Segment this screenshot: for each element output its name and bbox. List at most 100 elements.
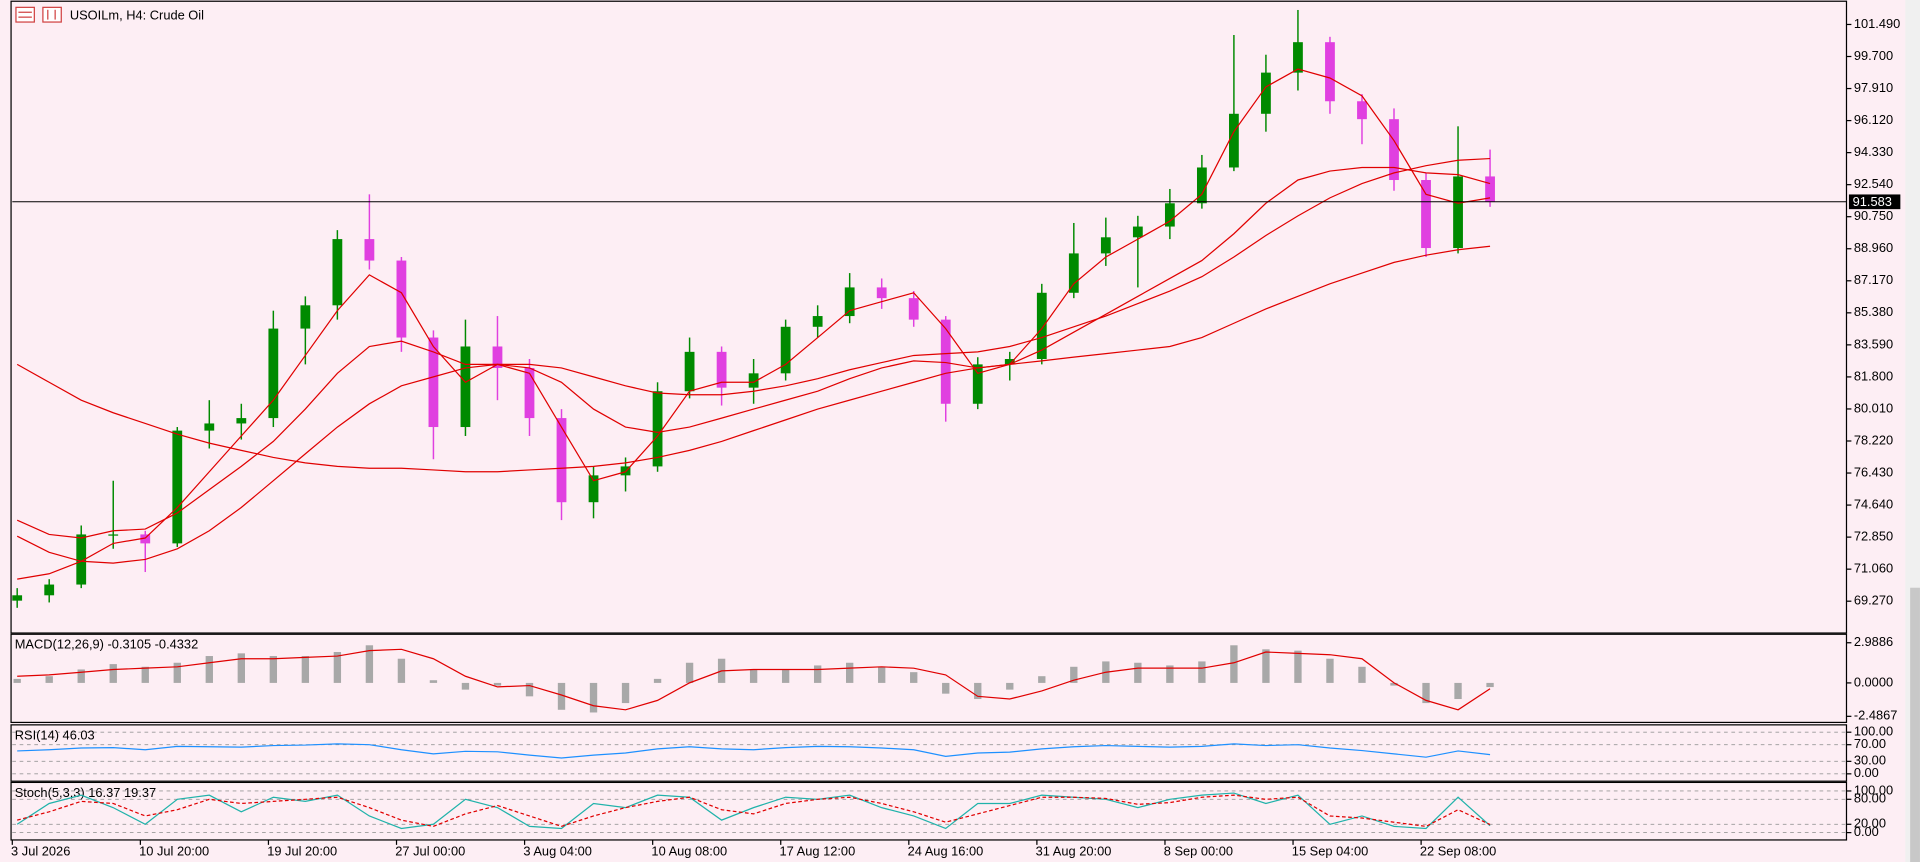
macd-bar <box>269 656 278 683</box>
candle-body <box>1389 119 1399 181</box>
x-tick-label: 17 Aug 12:00 <box>780 844 856 859</box>
x-tick-label: 10 Aug 08:00 <box>651 844 727 859</box>
candle-body <box>652 391 663 467</box>
macd-bar <box>1070 666 1078 683</box>
x-tick-label: 22 Sep 08:00 <box>1420 844 1496 859</box>
moving-average <box>16 157 1491 564</box>
macd-bar <box>589 682 598 713</box>
y-tick-label: 20.00 <box>1854 816 1886 831</box>
macd-frame <box>10 633 1848 724</box>
candle-body <box>76 534 87 585</box>
candle-body <box>364 239 375 261</box>
x-tick-label: 31 Aug 20:00 <box>1036 844 1112 859</box>
moving-average <box>16 245 1491 473</box>
panel-title: Stoch(5,3,3) 16.37 19.37 <box>15 785 156 800</box>
candle-body <box>1261 72 1271 114</box>
candle-body <box>332 239 343 306</box>
macd-bar <box>557 682 566 710</box>
y-tick-label: 100.00 <box>1854 724 1893 739</box>
candle-body <box>1068 253 1079 293</box>
candle-body <box>1357 101 1367 120</box>
x-tick-label: 3 Aug 04:00 <box>523 844 592 859</box>
candle-body <box>908 298 919 320</box>
macd-bar <box>781 669 790 683</box>
macd-bar <box>685 662 694 683</box>
macd-bar <box>365 645 374 683</box>
y-tick-label: 99.700 <box>1854 48 1893 63</box>
y-tick-label: 96.120 <box>1854 112 1893 127</box>
candle-body <box>844 287 855 317</box>
candle-body <box>428 337 439 428</box>
macd-bar <box>525 682 534 697</box>
candle-body <box>492 346 503 368</box>
macd-bar <box>1198 661 1206 683</box>
candle-body <box>524 367 535 419</box>
current-price-label: 91.583 <box>1853 194 1892 209</box>
y-tick-label: 87.170 <box>1854 272 1893 287</box>
macd-bar <box>878 666 886 683</box>
candle-body <box>588 475 599 503</box>
header-icons[interactable] <box>15 6 62 23</box>
macd-bar <box>1294 650 1302 683</box>
macd-bar <box>910 672 918 683</box>
macd-bar <box>1326 658 1334 683</box>
candle-body <box>1293 42 1303 73</box>
macd-bar <box>942 682 950 694</box>
candle-body <box>1036 292 1047 360</box>
candle-body <box>1229 113 1239 168</box>
macd-bar <box>974 682 982 700</box>
main-frame <box>10 0 1848 634</box>
macd-bar <box>397 658 406 683</box>
candle-body <box>716 351 727 388</box>
scroll-thumb[interactable] <box>1910 587 1920 862</box>
candle-body <box>460 346 471 428</box>
y-tick-label: 97.910 <box>1854 80 1893 95</box>
y-tick-label: 0.00 <box>1854 824 1879 839</box>
candle-body <box>172 430 183 544</box>
macd-bar <box>1038 676 1046 683</box>
panel-title: MACD(12,26,9) -0.3105 -0.4332 <box>15 637 198 652</box>
icon-chart[interactable] <box>42 6 62 23</box>
macd-bar <box>749 669 758 683</box>
macd-bar <box>1422 682 1430 704</box>
y-tick-label: 0.00 <box>1854 765 1879 780</box>
icon-list[interactable] <box>15 6 35 23</box>
candle-body <box>12 595 23 601</box>
macd-bar <box>109 664 117 683</box>
candle-body <box>1100 237 1111 254</box>
y-tick-label: 100.00 <box>1854 782 1893 797</box>
macd-bar <box>1262 649 1270 683</box>
macd-bar <box>333 652 342 683</box>
y-tick-label: 85.380 <box>1854 304 1893 319</box>
y-tick-label: 76.430 <box>1854 464 1893 479</box>
macd-bar <box>1166 665 1174 683</box>
y-tick-label: 81.800 <box>1854 368 1893 383</box>
candle-body <box>396 260 407 338</box>
y-tick-label: 74.640 <box>1854 496 1893 511</box>
y-tick-label: 80.00 <box>1854 791 1886 806</box>
candle-body <box>44 584 55 596</box>
candle-body <box>876 287 887 299</box>
candle-body <box>236 418 247 424</box>
candle-body <box>972 364 983 404</box>
y-tick-label: 69.270 <box>1854 593 1893 608</box>
macd-bar <box>45 676 53 683</box>
macd-signal <box>17 648 1491 711</box>
y-tick-label: 72.850 <box>1854 529 1893 544</box>
candle-body <box>940 319 951 404</box>
y-tick-label: 70.00 <box>1854 736 1886 751</box>
candle-body <box>684 351 695 392</box>
macd-bar <box>1134 662 1142 683</box>
candle-body <box>140 534 151 544</box>
y-tick-label: 90.750 <box>1854 208 1893 223</box>
macd-bar <box>429 680 438 683</box>
y-tick-label: 80.010 <box>1854 400 1893 415</box>
candle-body <box>1325 42 1335 102</box>
y-tick-label: 78.220 <box>1854 432 1893 447</box>
y-tick-label: 30.00 <box>1854 753 1886 768</box>
x-tick-label: 27 Jul 00:00 <box>395 844 465 859</box>
candle-body <box>1132 226 1143 238</box>
macd-bar <box>1454 682 1462 700</box>
candle-body <box>1196 167 1207 204</box>
